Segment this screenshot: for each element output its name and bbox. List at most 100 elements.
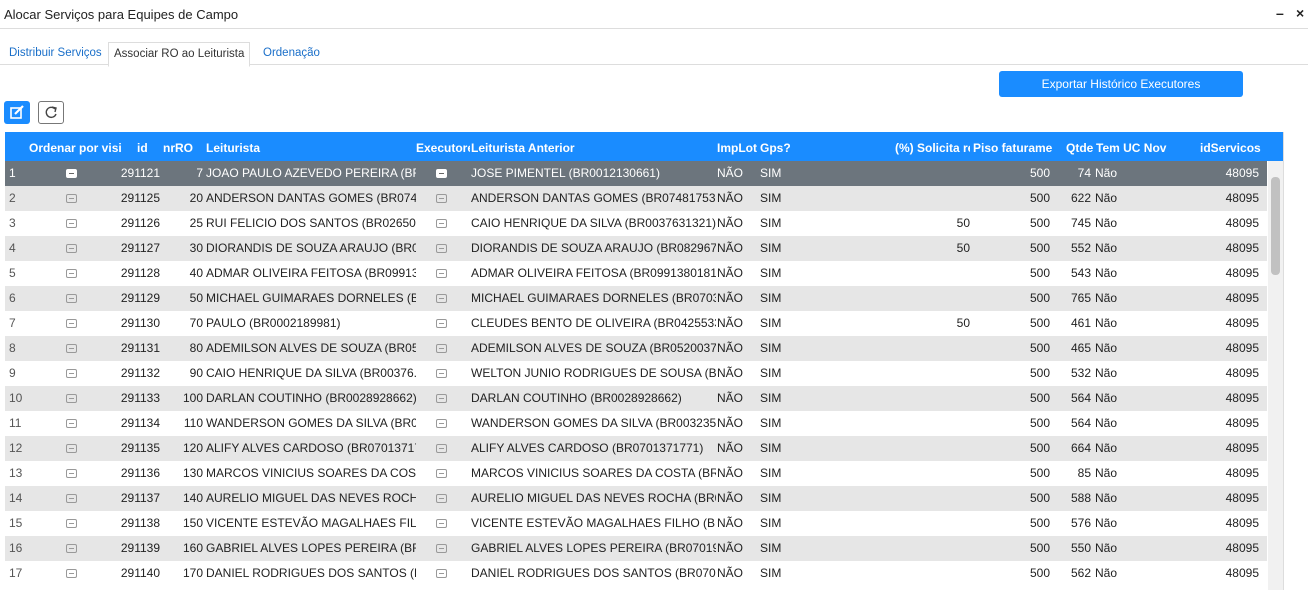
executores-icon[interactable] [436, 194, 447, 203]
table-row[interactable]: 17 291140 170 DANIEL RODRIGUES DOS SANTOS (… [5, 561, 1267, 586]
executores-icon[interactable] [436, 244, 447, 253]
table-row[interactable]: 6 291129 50 MICHAEL GUIMARAES DORNELES (B..… [5, 286, 1267, 311]
table-row[interactable]: 1 291121 7 JOAO PAULO AZEVEDO PEREIRA (BR..… [5, 161, 1267, 186]
qtde: 461 [1070, 316, 1091, 330]
ordenar-icon[interactable] [66, 569, 77, 578]
scroll-thumb[interactable] [1271, 177, 1280, 275]
column-header[interactable]: nrRO [163, 141, 193, 155]
executores-icon[interactable] [436, 469, 447, 478]
table-row[interactable]: 4 291127 30 DIORANDIS DE SOUZA ARAUJO (BR0.… [5, 236, 1267, 261]
minimize-button[interactable]: – [1276, 5, 1284, 21]
tem-uc-nova: Não [1095, 216, 1118, 230]
ordenar-icon[interactable] [66, 544, 77, 553]
executores-icon[interactable] [436, 569, 447, 578]
executores-icon[interactable] [436, 369, 447, 378]
row-number: 11 [9, 416, 22, 430]
table-row[interactable]: 12 291135 120 ALIFY ALVES CARDOSO (BR070137… [5, 436, 1267, 461]
column-header[interactable]: ImpLot [717, 141, 757, 155]
ordenar-icon[interactable] [66, 519, 77, 528]
ordenar-icon[interactable] [66, 219, 77, 228]
tem-uc-nova: Não [1095, 541, 1118, 555]
table-row[interactable]: 7 291130 70 PAULO (BR0002189981) CLEUDES BEN… [5, 311, 1267, 336]
table-row[interactable]: 13 291136 130 MARCOS VINICIUS SOARES DA COS… [5, 461, 1267, 486]
gps: SIM [760, 566, 782, 580]
leiturista: RUI FELICIO DOS SANTOS (BR026500... [206, 216, 416, 230]
solicita-percent: 50 [956, 216, 970, 230]
tab[interactable]: Ordenação [263, 47, 320, 59]
refresh-button[interactable] [38, 101, 64, 124]
gps: SIM [760, 341, 782, 355]
ordenar-icon[interactable] [66, 419, 77, 428]
executores-icon[interactable] [436, 519, 447, 528]
qtde: 745 [1070, 216, 1091, 230]
row-number: 3 [9, 216, 16, 230]
tab[interactable]: Associar RO ao Leiturista [108, 42, 251, 67]
table-row[interactable]: 3 291126 25 RUI FELICIO DOS SANTOS (BR02650… [5, 211, 1267, 236]
table-row[interactable]: 10 291133 100 DARLAN COUTINHO (BR0028928662… [5, 386, 1267, 411]
ordenar-icon[interactable] [66, 319, 77, 328]
ordenar-icon[interactable] [66, 344, 77, 353]
imp-lot: NÃO [717, 191, 744, 205]
ordenar-icon[interactable] [66, 269, 77, 278]
table-row[interactable]: 2 291125 20 ANDERSON DANTAS GOMES (BR074...… [5, 186, 1267, 211]
ordenar-icon[interactable] [66, 394, 77, 403]
ordenar-icon[interactable] [66, 169, 77, 178]
leiturista: CAIO HENRIQUE DA SILVA (BR00376... [206, 366, 416, 380]
ordenar-icon[interactable] [66, 444, 77, 453]
executores-icon[interactable] [436, 319, 447, 328]
qtde: 550 [1070, 541, 1091, 555]
column-header[interactable]: Qtde [1066, 141, 1094, 155]
table-row[interactable]: 8 291131 80 ADEMILSON ALVES DE SOUZA (BR05.… [5, 336, 1267, 361]
executores-icon[interactable] [436, 344, 447, 353]
piso-faturamento: 500 [1029, 366, 1050, 380]
executores-icon[interactable] [436, 394, 447, 403]
export-button[interactable]: Exportar Histórico Executores [999, 71, 1243, 97]
column-header[interactable]: Leiturista Anterior [471, 141, 575, 155]
imp-lot: NÃO [717, 341, 744, 355]
column-header[interactable]: (%) Solicita re [895, 141, 970, 155]
column-header[interactable]: Ordenar por visi [29, 141, 122, 155]
ordenar-icon[interactable] [66, 194, 77, 203]
executores-icon[interactable] [436, 294, 447, 303]
id-servicos: 48095 [1225, 291, 1259, 305]
executores-icon[interactable] [436, 494, 447, 503]
executores-icon[interactable] [436, 269, 447, 278]
table-row[interactable]: 14 291137 140 AURELIO MIGUEL DAS NEVES ROCH… [5, 486, 1267, 511]
table-row[interactable]: 9 291132 90 CAIO HENRIQUE DA SILVA (BR00376… [5, 361, 1267, 386]
data-grid: Ordenar por visi id nrRO Leiturista Executor… [5, 132, 1284, 590]
close-button[interactable]: × [1296, 5, 1305, 21]
imp-lot: NÃO [717, 516, 744, 530]
column-header[interactable]: id [137, 141, 148, 155]
executores-icon[interactable] [436, 219, 447, 228]
ordenar-icon[interactable] [66, 469, 77, 478]
column-header[interactable]: Leiturista [206, 141, 261, 155]
column-header[interactable]: idServicos [1200, 141, 1261, 155]
leiturista-anterior: ANDERSON DANTAS GOMES (BR07481753... [471, 191, 716, 205]
column-header[interactable]: Tem UC Nov [1096, 141, 1167, 155]
id: 291131 [120, 341, 160, 355]
executores-icon[interactable] [436, 419, 447, 428]
ordenar-icon[interactable] [66, 494, 77, 503]
column-header[interactable]: Gps? [760, 141, 791, 155]
executores-icon[interactable] [436, 444, 447, 453]
leiturista: MARCOS VINICIUS SOARES DA COST... [206, 466, 416, 480]
table-row[interactable]: 11 291134 110 WANDERSON GOMES DA SILVA (BR0… [5, 411, 1267, 436]
executores-icon[interactable] [436, 544, 447, 553]
ordenar-icon[interactable] [66, 369, 77, 378]
leiturista-anterior: WELTON JUNIO RODRIGUES DE SOUSA (BR... [471, 366, 716, 380]
table-row[interactable]: 5 291128 40 ADMAR OLIVEIRA FEITOSA (BR09913… [5, 261, 1267, 286]
scrollbar[interactable] [1268, 161, 1283, 590]
imp-lot: NÃO [717, 166, 744, 180]
edit-button[interactable] [4, 101, 30, 124]
executores-icon[interactable] [436, 169, 447, 178]
ordenar-icon[interactable] [66, 244, 77, 253]
ordenar-icon[interactable] [66, 294, 77, 303]
column-header[interactable]: Piso faturame [973, 141, 1053, 155]
column-header[interactable]: Executore [416, 141, 470, 155]
tem-uc-nova: Não [1095, 266, 1118, 280]
id-servicos: 48095 [1225, 216, 1259, 230]
qtde: 588 [1070, 491, 1091, 505]
table-row[interactable]: 16 291139 160 GABRIEL ALVES LOPES PEREIRA (… [5, 536, 1267, 561]
table-row[interactable]: 15 291138 150 VICENTE ESTEVÃO MAGALHAES FIL… [5, 511, 1267, 536]
tab[interactable]: Distribuir Serviços [9, 47, 102, 59]
